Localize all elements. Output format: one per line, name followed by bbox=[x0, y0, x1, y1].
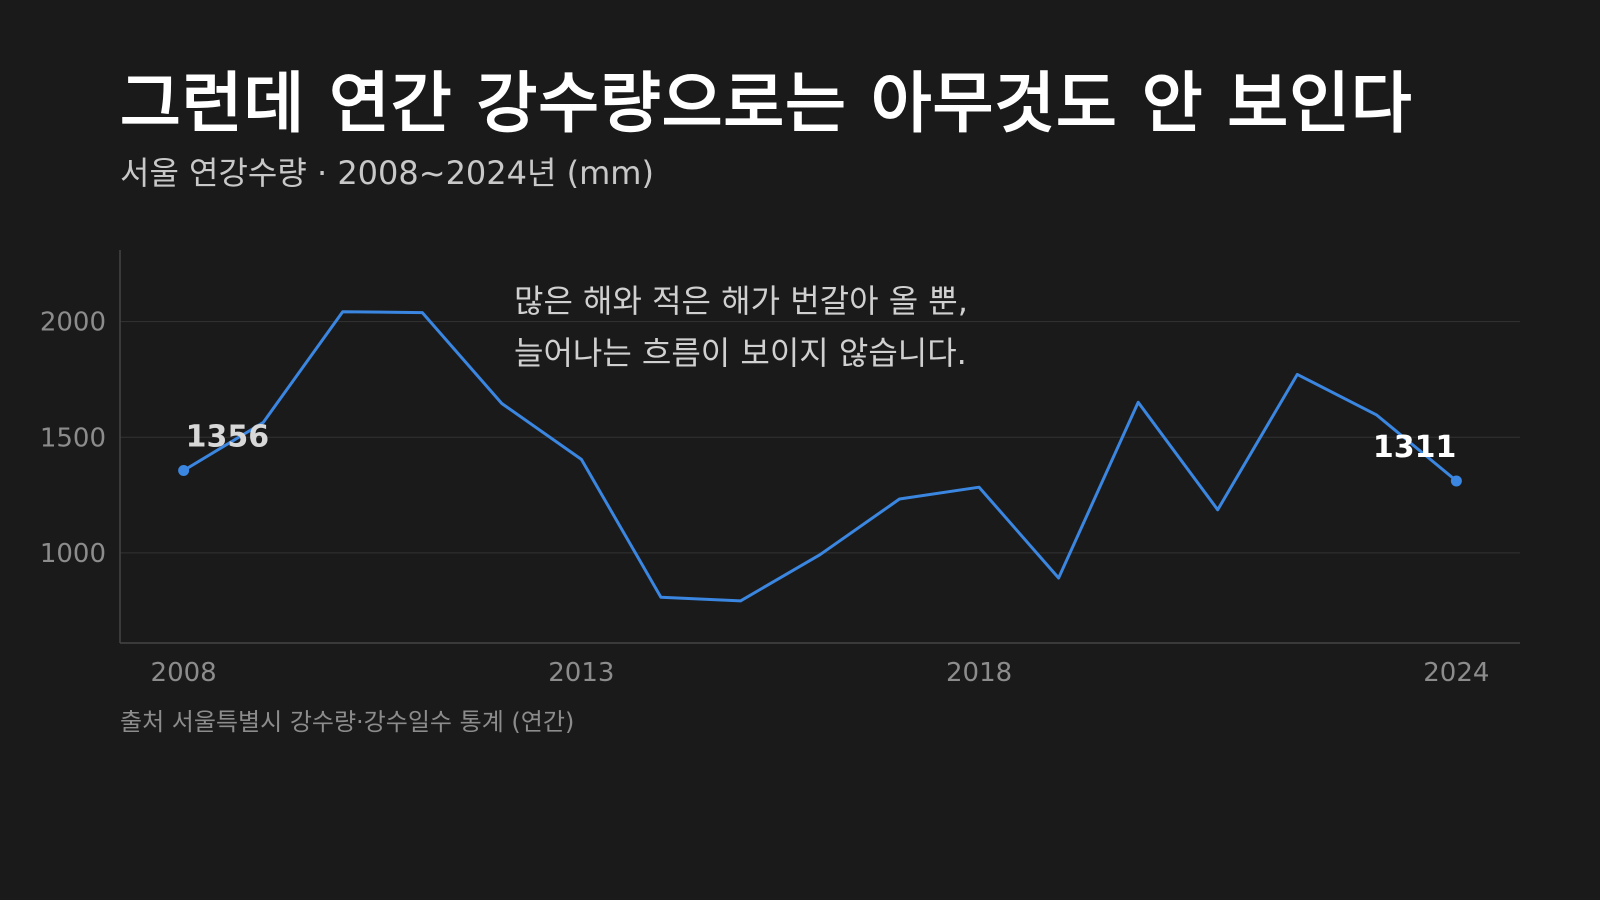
gridlines bbox=[120, 321, 1520, 554]
y-tick-label-1500: 1500 bbox=[40, 423, 106, 453]
axes bbox=[119, 250, 1520, 644]
data-label-2008: 1356 bbox=[186, 420, 269, 455]
point-2024 bbox=[1450, 475, 1462, 487]
source-note: 출처 서울특별시 강수량·강수일수 통계 (연간) bbox=[120, 708, 575, 736]
x-axis-ticks: 2008 2013 2018 2024 bbox=[151, 658, 1490, 688]
data-labels: 1356 1311 bbox=[186, 420, 1457, 465]
y-axis-ticks: 1000 1500 2000 bbox=[40, 308, 106, 569]
x-tick-label-2013: 2013 bbox=[548, 658, 614, 688]
annotation-line-1: 많은 해와 적은 해가 번갈아 올 뿐, bbox=[514, 282, 968, 320]
y-tick-label-2000: 2000 bbox=[40, 308, 106, 338]
chart-subtitle: 서울 연강수량 · 2008~2024년 (mm) bbox=[120, 154, 654, 192]
x-tick-label-2018: 2018 bbox=[946, 658, 1012, 688]
point-2008 bbox=[178, 465, 190, 477]
x-tick-label-2024: 2024 bbox=[1423, 658, 1489, 688]
data-label-2024: 1311 bbox=[1373, 430, 1457, 465]
y-tick-label-1000: 1000 bbox=[40, 539, 106, 569]
x-tick-label-2008: 2008 bbox=[151, 658, 217, 688]
chart-title: 그런데 연간 강수량으로는 아무것도 안 보인다 bbox=[120, 65, 1413, 142]
series-line-0 bbox=[182, 310, 1458, 603]
series-group bbox=[178, 310, 1462, 603]
annotation-line-2: 늘어나는 흐름이 보이지 않습니다. bbox=[514, 334, 967, 372]
